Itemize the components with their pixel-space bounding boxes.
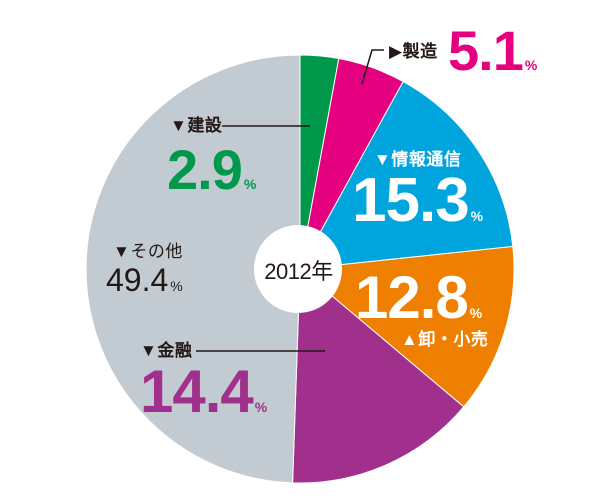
label-seizou-name: ▶製造 (389, 42, 438, 61)
kinyu-pct: % (254, 399, 268, 415)
seizou-value: 5.1 (448, 19, 524, 82)
pie-slice-kinyu (292, 267, 465, 484)
pie-slice-jouhou (299, 80, 514, 270)
kinyu-value: 14.4 (140, 358, 254, 425)
label-jouhou-value: 15.3% (352, 170, 483, 232)
pie-slice-sonota (85, 54, 301, 484)
label-oroshi-value: 12.8% (355, 268, 482, 328)
label-kensetsu-name: ▼建設 (170, 116, 223, 135)
label-oroshi-name: ▲卸・小売 (401, 330, 489, 349)
jouhou-pct: % (470, 208, 484, 224)
label-sonota-name: ▼その他 (113, 242, 183, 261)
center-year-label: 2012年 (264, 259, 333, 284)
jouhou-value: 15.3 (352, 166, 470, 235)
label-jouhou-name: ▼情報通信 (374, 150, 462, 169)
label-kensetsu-value: 2.9% (167, 142, 256, 198)
sonota-value: 49.4 (106, 262, 169, 298)
oroshi-value: 12.8 (355, 264, 469, 331)
kensetsu-pct: % (243, 176, 257, 192)
pie-slice-oroshi (298, 245, 515, 408)
label-kinyu-name: ▼金融 (140, 341, 193, 360)
oroshi-pct: % (469, 305, 483, 321)
kensetsu-value: 2.9 (167, 138, 243, 201)
label-seizou-value: 5.1% (448, 23, 537, 79)
sonota-pct: % (170, 278, 183, 294)
pie-slices (85, 54, 515, 484)
seizou-pct: % (524, 57, 538, 73)
center-hole (254, 225, 342, 313)
label-sonota-value: 49.4% (106, 264, 183, 296)
label-kinyu-value: 14.4% (140, 362, 267, 422)
leader-line-seizou (361, 49, 384, 85)
